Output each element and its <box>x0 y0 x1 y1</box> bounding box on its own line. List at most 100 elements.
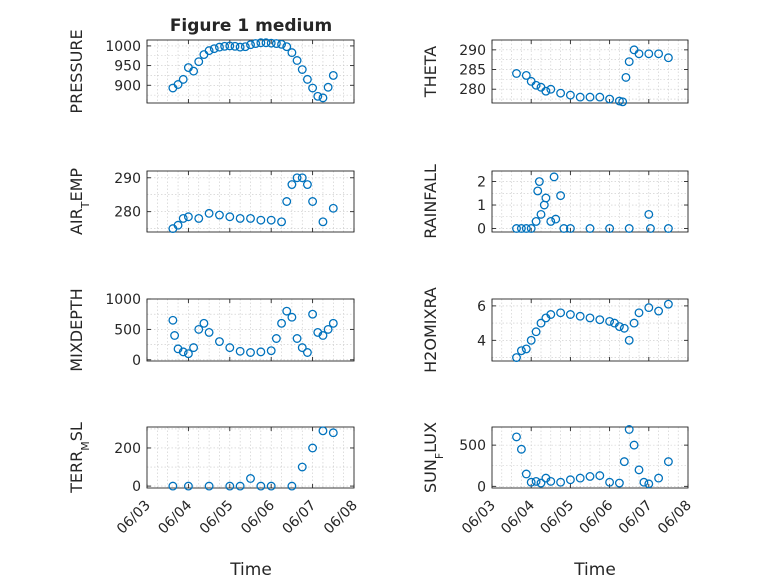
data-point <box>302 74 312 84</box>
x-tick-label: 06/05 <box>537 498 577 538</box>
data-point <box>512 353 521 363</box>
data-point <box>575 92 585 102</box>
data-point <box>328 70 338 80</box>
data-point <box>614 322 624 332</box>
y-axis-label: TERRMSL <box>67 422 92 494</box>
y-axis-label: PRESSURE <box>67 29 86 113</box>
axes-box <box>146 426 355 489</box>
data-point <box>663 53 673 63</box>
data-point <box>318 217 328 227</box>
data-point <box>663 299 673 309</box>
data-point <box>189 66 199 76</box>
data-point <box>526 477 536 487</box>
data-point <box>536 478 546 488</box>
data-point <box>266 215 276 225</box>
data-point <box>595 92 605 102</box>
axes-box <box>491 39 689 104</box>
data-point <box>654 49 664 59</box>
data-point <box>531 80 541 90</box>
x-tick-label: 06/03 <box>114 498 154 538</box>
data-point <box>292 173 302 183</box>
y-tick-label: 0 <box>477 221 486 237</box>
data-point <box>308 197 318 206</box>
data-point <box>178 347 188 357</box>
data-point <box>595 315 605 325</box>
y-tick-label: 500 <box>459 438 486 454</box>
data-point <box>644 49 654 59</box>
y-tick-label: 4 <box>477 333 486 349</box>
data-point <box>512 224 521 233</box>
data-point <box>328 318 338 328</box>
y-axis-label: THETA <box>421 46 440 98</box>
data-point <box>546 310 556 319</box>
data-point <box>585 313 595 323</box>
x-tick-label: 06/08 <box>655 498 695 538</box>
data-point <box>246 348 255 357</box>
data-point <box>565 310 575 319</box>
data-point <box>531 327 541 337</box>
x-tick-label: 06/05 <box>197 498 237 538</box>
data-point <box>546 216 556 226</box>
data-point <box>605 94 615 104</box>
data-point <box>287 180 297 190</box>
data-point <box>225 41 235 51</box>
data-point <box>287 312 297 322</box>
data-point <box>645 224 655 233</box>
data-point <box>287 48 297 58</box>
y-tick-label: 285 <box>459 63 486 79</box>
data-point <box>556 308 566 318</box>
data-point <box>614 478 624 488</box>
data-point <box>516 346 526 356</box>
data-point <box>246 474 255 483</box>
data-point <box>313 91 323 101</box>
data-point <box>605 316 615 326</box>
data-point <box>512 432 521 442</box>
data-point <box>199 50 209 60</box>
data-point <box>512 69 521 78</box>
x-axis-label-right: Time <box>573 560 616 580</box>
data-point <box>549 172 559 182</box>
data-point <box>297 65 307 74</box>
data-point <box>183 481 193 491</box>
x-tick-label: 06/07 <box>280 498 320 538</box>
data-point <box>644 479 654 489</box>
data-point <box>541 86 551 96</box>
axes-box <box>491 426 689 489</box>
data-point <box>624 335 634 345</box>
y-tick-label: 290 <box>114 171 141 187</box>
data-point <box>209 44 219 54</box>
data-point <box>194 57 204 67</box>
data-point <box>663 457 673 467</box>
data-point <box>277 318 286 328</box>
data-point <box>585 92 595 102</box>
data-point <box>516 444 526 454</box>
data-point <box>302 180 312 190</box>
data-point <box>521 344 531 354</box>
y-tick-label: 1 <box>477 198 486 214</box>
data-point <box>639 477 649 487</box>
x-tick-label: 06/04 <box>155 497 195 537</box>
data-point <box>266 38 276 48</box>
subplot-sun-flux: 0 500 06/03 06/04 06/05 06/06 06/07 06/08 SUNFLU… <box>421 422 695 537</box>
y-tick-label: 290 <box>459 43 486 59</box>
subplot-air-temp: 280 290 AIRTEMP <box>67 168 355 235</box>
x-tick-label: 06/06 <box>238 497 278 537</box>
data-point <box>183 212 193 222</box>
data-point <box>634 49 644 59</box>
data-point <box>246 40 255 50</box>
subplot-pressure: 900 950 1000 PRESSURE <box>67 29 355 114</box>
data-point <box>585 472 595 481</box>
data-point <box>178 74 188 84</box>
subplot-h2omixra: 4 6 H2OMIXRA <box>421 287 689 373</box>
data-point <box>328 428 338 438</box>
data-point <box>618 97 628 107</box>
data-point <box>619 457 629 467</box>
data-point <box>282 306 292 316</box>
y-tick-label: 0 <box>132 479 141 495</box>
data-point <box>204 481 214 491</box>
data-point <box>556 477 566 487</box>
data-point <box>624 57 634 67</box>
figure-title: Figure 1 medium <box>170 16 332 36</box>
